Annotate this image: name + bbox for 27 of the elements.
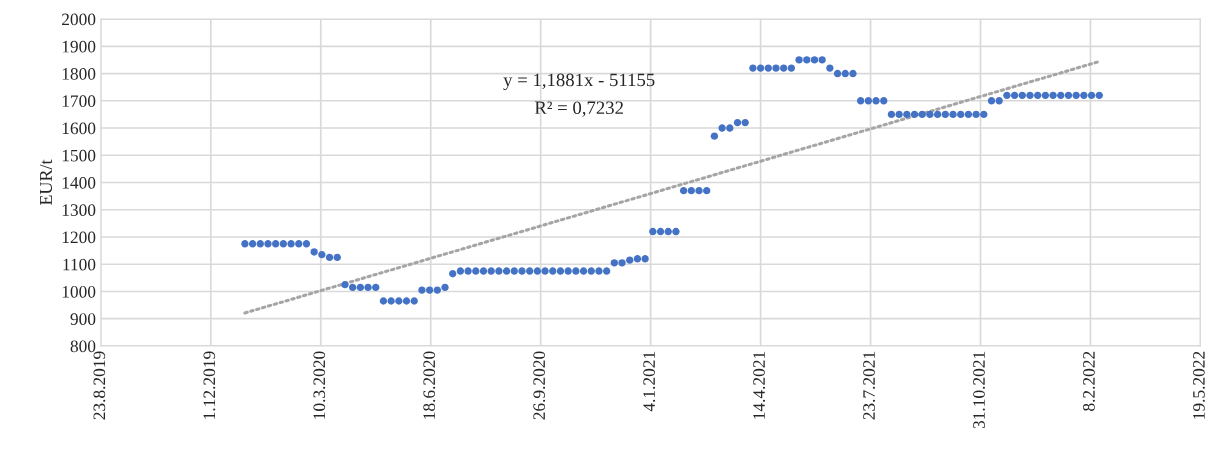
y-tick-label: 1000: [62, 285, 96, 298]
y-tick-label: 800: [70, 340, 96, 353]
y-tick-label: 1100: [63, 258, 96, 271]
annotation: R² = 0,7232: [534, 101, 623, 117]
annotation: y = 1,1881x - 51155: [503, 73, 655, 91]
x-tick-label: 23.7.2021: [863, 351, 875, 420]
x-tick-label: 18.6.2020: [423, 351, 436, 419]
y-tick-label: 1700: [62, 95, 96, 107]
x-tick-label: 8.2.2022: [1083, 351, 1095, 411]
y-axis-title: EUR/t: [39, 159, 53, 206]
y-tick-label: 1500: [62, 149, 96, 162]
y-tick-label: 1400: [62, 176, 96, 189]
y-tick-label: 1800: [62, 68, 96, 80]
x-tick-label: 1.12.2019: [203, 351, 216, 419]
x-tick-label: 10.3.2020: [313, 351, 326, 419]
y-tick-label: 1900: [62, 40, 96, 53]
x-tick-label: 23.8.2019: [93, 351, 106, 420]
x-tick-label: 4.1.2021: [643, 351, 656, 412]
y-tick-label: 900: [70, 313, 96, 325]
x-tick-label: 31.10.2021: [973, 351, 985, 429]
x-tick-label: 26.9.2020: [533, 351, 546, 420]
x-tick-label: 19.5.2022: [1193, 351, 1205, 419]
y-tick-label: 1600: [62, 122, 96, 135]
y-tick-label: 1300: [62, 204, 96, 216]
y-tick-label: 1200: [62, 231, 96, 244]
y-tick-label: 2000: [62, 13, 96, 26]
x-tick-label: 14.4.2021: [753, 351, 766, 419]
